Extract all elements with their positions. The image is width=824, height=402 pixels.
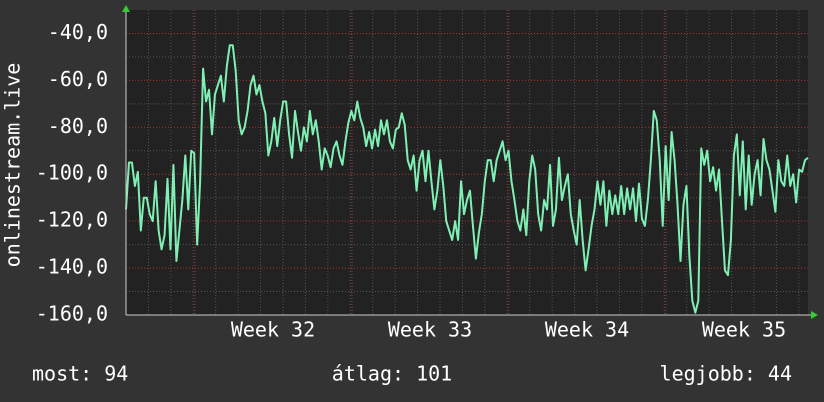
y-tick-label: -60,0	[48, 67, 108, 91]
axis-arrow	[122, 5, 130, 12]
y-tick-label: -160,0	[36, 302, 108, 326]
x-tick-label: Week 33	[388, 318, 472, 342]
axis-arrow	[811, 311, 818, 319]
y-tick-label: -140,0	[36, 255, 108, 279]
footer-text: legjobb: 44	[660, 362, 792, 386]
line-series	[125, 44, 809, 314]
footer-text: most: 94	[32, 362, 128, 386]
footer-text: átlag: 101	[332, 362, 452, 386]
y-tick-label: -40,0	[48, 20, 108, 44]
y-tick-label: -80,0	[48, 114, 108, 138]
y-tick-label: -120,0	[36, 208, 108, 232]
x-tick-label: Week 32	[231, 318, 315, 342]
y-tick-label: -100,0	[36, 161, 108, 185]
x-tick-label: Week 34	[545, 318, 629, 342]
x-tick-label: Week 35	[702, 318, 786, 342]
plot-area	[126, 10, 808, 315]
y-axis-label: onlinestream.live	[1, 63, 25, 268]
